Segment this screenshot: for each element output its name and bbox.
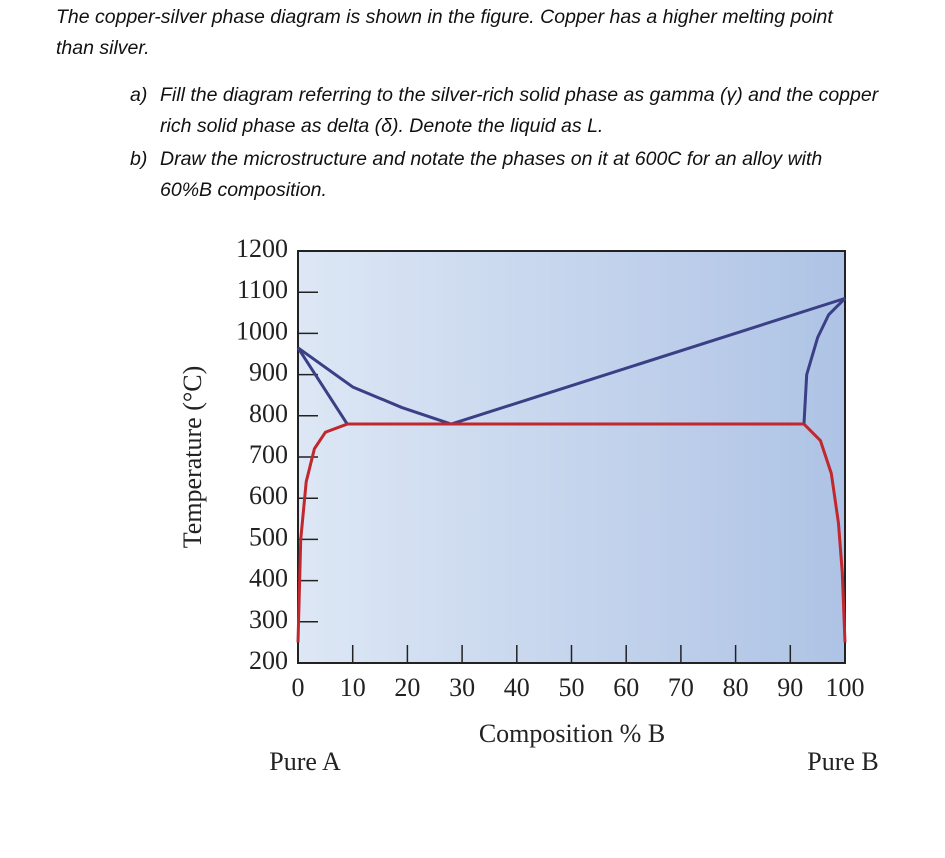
phase-boundary (450, 296, 846, 426)
plot-area (297, 250, 846, 664)
annotation: Pure A (269, 747, 341, 776)
x-tick-label: 50 (559, 673, 585, 702)
y-tick-label: 300 (249, 605, 288, 634)
y-tick-label: 1200 (236, 234, 288, 263)
phase-boundary (802, 297, 847, 425)
y-tick-label: 500 (249, 522, 288, 551)
y-tick-label: 400 (249, 564, 288, 593)
item-marker: a) (130, 84, 148, 106)
phase-boundary (296, 422, 348, 643)
intro: The copper-silver phase diagram is shown… (56, 6, 833, 59)
phase-boundary (297, 346, 452, 426)
x-tick-label: 70 (668, 673, 694, 702)
x-tick-label: 100 (826, 673, 865, 702)
y-tick-label: 1000 (236, 316, 288, 345)
y-tick-label: 900 (249, 358, 288, 387)
y-axis-label: Temperature (°C) (178, 366, 207, 549)
y-tick-label: 700 (249, 440, 288, 469)
annotation: Pure B (807, 747, 879, 776)
x-tick-label: 80 (723, 673, 749, 702)
x-tick-label: 40 (504, 673, 530, 702)
x-tick-label: 10 (340, 673, 366, 702)
phase-boundary (296, 347, 349, 425)
y-tick-label: 1100 (237, 275, 288, 304)
x-tick-label: 20 (394, 673, 420, 702)
item-text: Draw the microstructure and notate the p… (160, 148, 823, 201)
x-tick-label: 90 (777, 673, 803, 702)
x-axis-label: Composition % B (479, 719, 665, 748)
x-tick-label: 0 (292, 673, 305, 702)
y-tick-label: 200 (249, 646, 288, 675)
phase-boundary (802, 422, 847, 643)
item-text: Fill the diagram referring to the silver… (160, 84, 879, 137)
item-marker: b) (130, 148, 148, 170)
y-tick-label: 800 (249, 399, 288, 428)
x-tick-label: 60 (613, 673, 639, 702)
y-tick-label: 600 (249, 481, 288, 510)
x-tick-label: 30 (449, 673, 475, 702)
